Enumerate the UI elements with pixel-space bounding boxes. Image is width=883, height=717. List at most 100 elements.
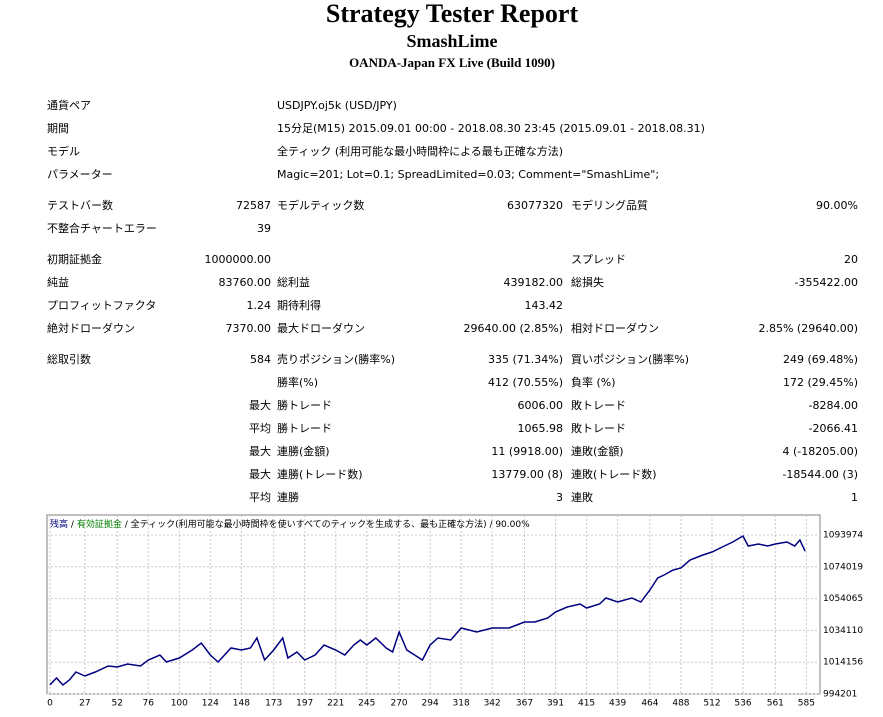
field-label: プロフィットファクタ — [47, 299, 156, 312]
field-label: 勝トレード — [277, 421, 332, 435]
field-label: 期間 — [47, 122, 69, 135]
x-tick-label: 197 — [296, 699, 313, 709]
expert-name: SmashLime — [406, 31, 497, 51]
field-value: 39 — [257, 222, 271, 235]
balance-line — [49, 534, 806, 687]
field-label: モデル — [47, 144, 80, 158]
field-label: 連敗(トレード数) — [571, 467, 657, 481]
x-tick-label: 173 — [265, 699, 282, 709]
field-label: 連勝 — [277, 490, 299, 504]
x-tick-label: 270 — [390, 699, 407, 709]
x-tick-label: 439 — [609, 699, 626, 709]
field-label: 負率 (%) — [571, 375, 616, 389]
field-value: 平均 — [249, 422, 271, 435]
field-value: 7370.00 — [226, 322, 272, 335]
x-tick-label: 294 — [422, 699, 439, 709]
field-value: 29640.00 (2.85%) — [463, 322, 563, 335]
server-name: OANDA-Japan FX Live (Build 1090) — [349, 55, 555, 70]
field-label: 連敗 — [571, 490, 593, 504]
field-value: 2.85% (29640.00) — [758, 322, 858, 335]
field-value: 143.42 — [525, 299, 564, 312]
x-tick-label: 100 — [171, 699, 188, 709]
x-tick-label: 488 — [672, 699, 689, 709]
x-tick-label: 536 — [734, 699, 751, 709]
x-tick-label: 27 — [79, 699, 90, 709]
field-value: 249 (69.48%) — [783, 353, 858, 366]
field-value: 3 — [556, 491, 563, 504]
legend-equity: 有効証拠金 — [77, 518, 122, 530]
x-tick-label: 245 — [358, 699, 375, 709]
field-value: 15分足(M15) 2015.09.01 00:00 - 2018.08.30 … — [277, 122, 705, 135]
x-tick-label: 561 — [767, 699, 784, 709]
field-value: 584 — [250, 353, 271, 366]
x-tick-label: 415 — [578, 699, 595, 709]
field-label: 絶対ドローダウン — [47, 321, 135, 335]
x-tick-label: 0 — [47, 699, 53, 709]
field-value: 20 — [844, 253, 858, 266]
field-label: 相対ドローダウン — [571, 321, 659, 335]
field-label: テストバー数 — [47, 199, 113, 212]
x-tick-label: 124 — [202, 699, 219, 709]
y-tick-label: 1014156 — [823, 658, 863, 668]
field-label: スプレッド — [571, 253, 626, 266]
field-label: 総利益 — [277, 275, 310, 289]
field-label: 期待利得 — [277, 298, 321, 312]
field-value: -18544.00 (3) — [782, 468, 858, 481]
field-value: 172 (29.45%) — [783, 376, 858, 389]
y-tick-label: 994201 — [823, 690, 857, 700]
field-label: 勝率(%) — [277, 375, 318, 389]
field-value: 最大 — [249, 444, 271, 458]
y-tick-label: 1074019 — [823, 562, 863, 572]
x-tick-label: 342 — [484, 699, 501, 709]
field-label: 初期証拠金 — [47, 252, 102, 266]
field-label: モデルティック数 — [277, 198, 364, 212]
y-tick-label: 1093974 — [823, 530, 863, 540]
field-value: 最大 — [249, 467, 271, 481]
field-label: 連勝(金額) — [277, 444, 330, 458]
field-label: 純益 — [47, 275, 69, 289]
x-tick-label: 148 — [233, 699, 250, 709]
field-value: 11 (9918.00) — [491, 445, 563, 458]
x-tick-label: 52 — [112, 699, 123, 709]
x-tick-label: 391 — [547, 699, 564, 709]
field-value: 335 (71.34%) — [488, 353, 563, 366]
x-tick-label: 464 — [641, 699, 658, 709]
field-value: 412 (70.55%) — [488, 376, 563, 389]
legend-note: 全ティック(利用可能な最小時間枠を使いすべてのティックを生成する、最も正確な方法… — [131, 518, 530, 530]
field-label: 総取引数 — [47, 352, 91, 366]
field-label: 連勝(トレード数) — [277, 467, 363, 481]
field-value: 6006.00 — [518, 399, 564, 412]
x-tick-label: 512 — [703, 699, 720, 709]
legend-separator: / — [71, 520, 75, 530]
field-value: 全ティック (利用可能な最小時間枠による最も正確な方法) — [277, 144, 563, 158]
x-tick-label: 76 — [143, 699, 155, 709]
field-label: 連敗(金額) — [571, 444, 624, 458]
field-label: 総損失 — [571, 275, 604, 289]
y-tick-label: 1054065 — [823, 594, 863, 604]
field-value: Magic=201; Lot=0.1; SpreadLimited=0.03; … — [277, 168, 659, 181]
chart-frame — [46, 514, 821, 695]
field-label: 通貨ペア — [47, 98, 91, 112]
field-value: -2066.41 — [809, 422, 858, 435]
field-value: 1.24 — [247, 299, 272, 312]
field-label: 敗トレード — [571, 398, 626, 412]
field-value: 13779.00 (8) — [491, 468, 563, 481]
field-label: 不整合チャートエラー — [47, 221, 157, 235]
field-value: USDJPY.oj5k (USD/JPY) — [277, 99, 397, 112]
field-value: 4 (-18205.00) — [782, 445, 858, 458]
legend-balance: 残高 — [50, 518, 68, 530]
field-value: 439182.00 — [504, 276, 564, 289]
x-tick-label: 221 — [327, 699, 344, 709]
field-value: 平均 — [249, 491, 271, 504]
field-label: 売りポジション(勝率%) — [277, 352, 395, 366]
field-label: パラメーター — [47, 168, 113, 181]
field-value: 1065.98 — [518, 422, 564, 435]
field-value: -8284.00 — [809, 399, 858, 412]
field-value: 90.00% — [816, 199, 858, 212]
field-label: 最大ドローダウン — [277, 321, 365, 335]
x-tick-label: 367 — [516, 699, 533, 709]
field-value: -355422.00 — [795, 276, 858, 289]
field-label: モデリング品質 — [571, 198, 648, 212]
field-value: 最大 — [249, 398, 271, 412]
